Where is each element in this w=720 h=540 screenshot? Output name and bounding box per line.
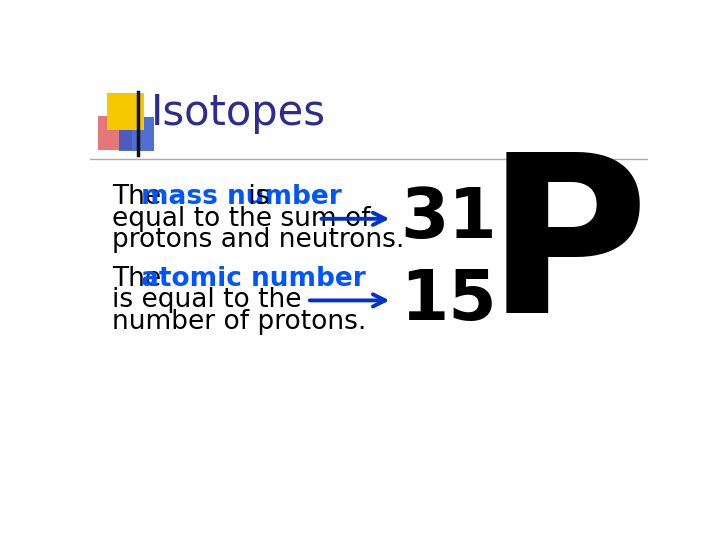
Text: equal to the sum of: equal to the sum of bbox=[112, 206, 370, 232]
Bar bbox=[107, 93, 144, 130]
Text: is: is bbox=[240, 184, 270, 210]
Text: mass number: mass number bbox=[141, 184, 342, 210]
Text: number of protons.: number of protons. bbox=[112, 309, 366, 335]
Text: 31: 31 bbox=[400, 185, 497, 252]
Bar bbox=[120, 117, 153, 151]
Text: atomic number: atomic number bbox=[141, 266, 366, 292]
Bar bbox=[98, 116, 132, 150]
Text: is equal to the: is equal to the bbox=[112, 287, 301, 313]
Text: P: P bbox=[485, 145, 648, 359]
Text: 15: 15 bbox=[400, 267, 497, 334]
Text: Isotopes: Isotopes bbox=[150, 92, 325, 133]
Text: protons and neutrons.: protons and neutrons. bbox=[112, 227, 404, 253]
Text: The: The bbox=[112, 266, 169, 292]
Text: The: The bbox=[112, 184, 169, 210]
